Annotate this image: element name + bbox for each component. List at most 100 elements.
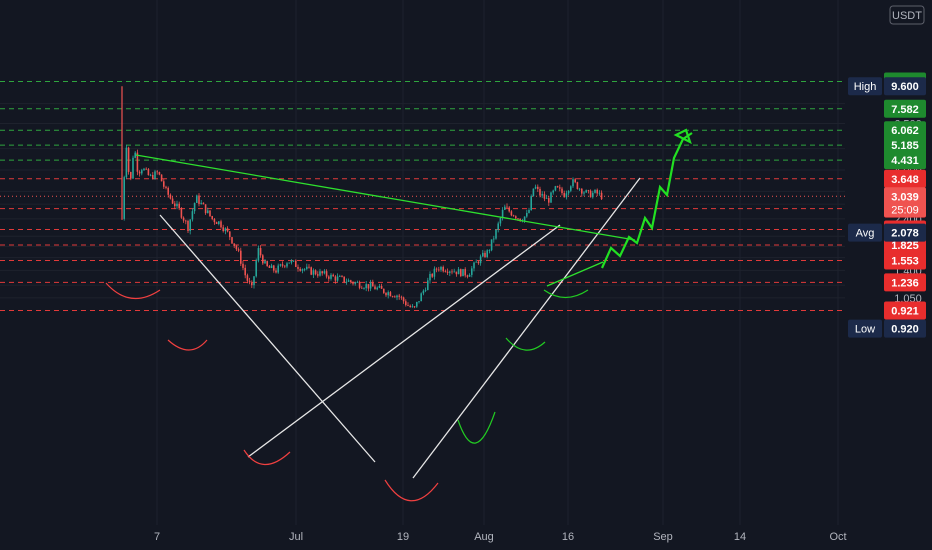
- candle-body: [440, 266, 442, 270]
- candle-body: [585, 190, 587, 193]
- resistance-trendline: [135, 154, 636, 241]
- candle-body: [576, 182, 579, 190]
- candle-body: [592, 192, 594, 198]
- candle-body: [596, 189, 598, 194]
- candle-body: [424, 290, 427, 291]
- candle-body: [548, 198, 550, 203]
- candle-body: [363, 288, 365, 289]
- candle-body: [303, 268, 306, 270]
- currency-tag[interactable]: USDT: [889, 5, 925, 25]
- candle-body: [453, 271, 455, 273]
- candle-body: [365, 284, 367, 289]
- candle-body: [262, 255, 264, 264]
- candle-body: [149, 174, 152, 176]
- price-tag: High 9.600: [848, 77, 926, 96]
- x-tick-label: Sep: [653, 531, 673, 543]
- candle-body: [449, 271, 451, 273]
- projection-path: [600, 132, 693, 269]
- candle-body: [286, 263, 288, 267]
- candle-body: [160, 174, 163, 182]
- price-tag-value: 2.078: [891, 228, 919, 240]
- candle-body: [211, 216, 213, 220]
- projection-arrowhead: [673, 128, 692, 145]
- candle-body: [226, 228, 229, 232]
- candle-body: [438, 269, 440, 271]
- price-tag-value: 9.600: [891, 81, 919, 93]
- candle-body: [497, 223, 499, 230]
- candle-body: [376, 287, 378, 290]
- arc-green-3: [543, 289, 589, 299]
- candle-body: [328, 276, 330, 279]
- candle-body: [141, 170, 143, 174]
- time-axis[interactable]: 7 Jul 19 Aug 16 Sep 14 Oct: [154, 531, 847, 543]
- candle-body: [433, 268, 436, 277]
- candle-body: [473, 262, 475, 269]
- x-tick-label: 7: [154, 531, 160, 543]
- candle-body: [125, 147, 128, 178]
- candle-body: [255, 260, 257, 277]
- candle-body: [460, 269, 462, 277]
- candle-body: [506, 206, 508, 208]
- candle-body: [385, 292, 387, 296]
- candle-body: [290, 260, 293, 263]
- price-tag: Low 0.920: [848, 319, 926, 338]
- candle-body: [334, 276, 337, 281]
- candle-body: [444, 271, 447, 273]
- candle-body: [598, 192, 601, 194]
- candle-body: [543, 194, 546, 199]
- candle-body: [325, 271, 328, 277]
- candle-body: [273, 265, 275, 271]
- candle-body: [466, 275, 469, 277]
- candle-body: [352, 282, 354, 284]
- candle-body: [413, 306, 416, 308]
- candle-body: [493, 238, 495, 240]
- price-tag: 0.921: [884, 301, 926, 320]
- candle-body: [594, 189, 596, 193]
- candle-body: [356, 282, 359, 283]
- price-tag: 1.553: [884, 251, 926, 270]
- candle-body: [277, 265, 279, 273]
- candle-body: [400, 296, 403, 298]
- candle-body: [123, 177, 125, 219]
- candle-body: [554, 186, 557, 191]
- price-tags: 10.0787.5826.0625.1854.4313.6482.6702.14…: [848, 72, 926, 338]
- price-tag-value: 5.185: [891, 140, 919, 152]
- candle-body: [235, 245, 238, 250]
- price-tag-value: 1.236: [891, 277, 919, 289]
- price-tag-value: 1.553: [891, 255, 919, 267]
- candle-body: [220, 221, 222, 228]
- candle-body: [407, 305, 409, 306]
- candle-body: [178, 203, 180, 209]
- candle-body: [224, 228, 227, 232]
- candle-body: [152, 174, 154, 179]
- candle-body: [158, 172, 161, 175]
- candle-body: [422, 290, 425, 294]
- candle-body: [396, 295, 398, 298]
- candle-body: [284, 265, 286, 267]
- arc-green-1: [457, 411, 496, 444]
- candle-body: [240, 250, 242, 264]
- candle-body: [471, 268, 473, 275]
- arc-red-4: [384, 479, 439, 502]
- candlesticks: [121, 86, 603, 309]
- candle-body: [288, 262, 290, 264]
- candle-body: [409, 305, 411, 308]
- candle-body: [510, 211, 513, 216]
- x-tick-label: Aug: [474, 531, 494, 543]
- candle-body: [244, 267, 246, 276]
- candle-body: [154, 171, 156, 179]
- candle-body: [589, 190, 592, 198]
- candle-body: [358, 282, 361, 288]
- candle-body: [127, 147, 130, 172]
- arc-green-2: [505, 337, 546, 351]
- candle-body: [570, 186, 572, 191]
- currency-label: USDT: [892, 10, 922, 22]
- candle-body: [147, 169, 150, 176]
- candle-body: [251, 282, 253, 286]
- candle-body: [308, 266, 310, 268]
- candle-body: [405, 301, 407, 306]
- candle-body: [464, 269, 466, 276]
- candle-body: [266, 261, 268, 267]
